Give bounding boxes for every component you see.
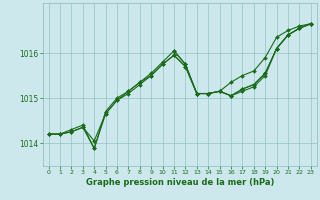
X-axis label: Graphe pression niveau de la mer (hPa): Graphe pression niveau de la mer (hPa) <box>85 178 274 187</box>
